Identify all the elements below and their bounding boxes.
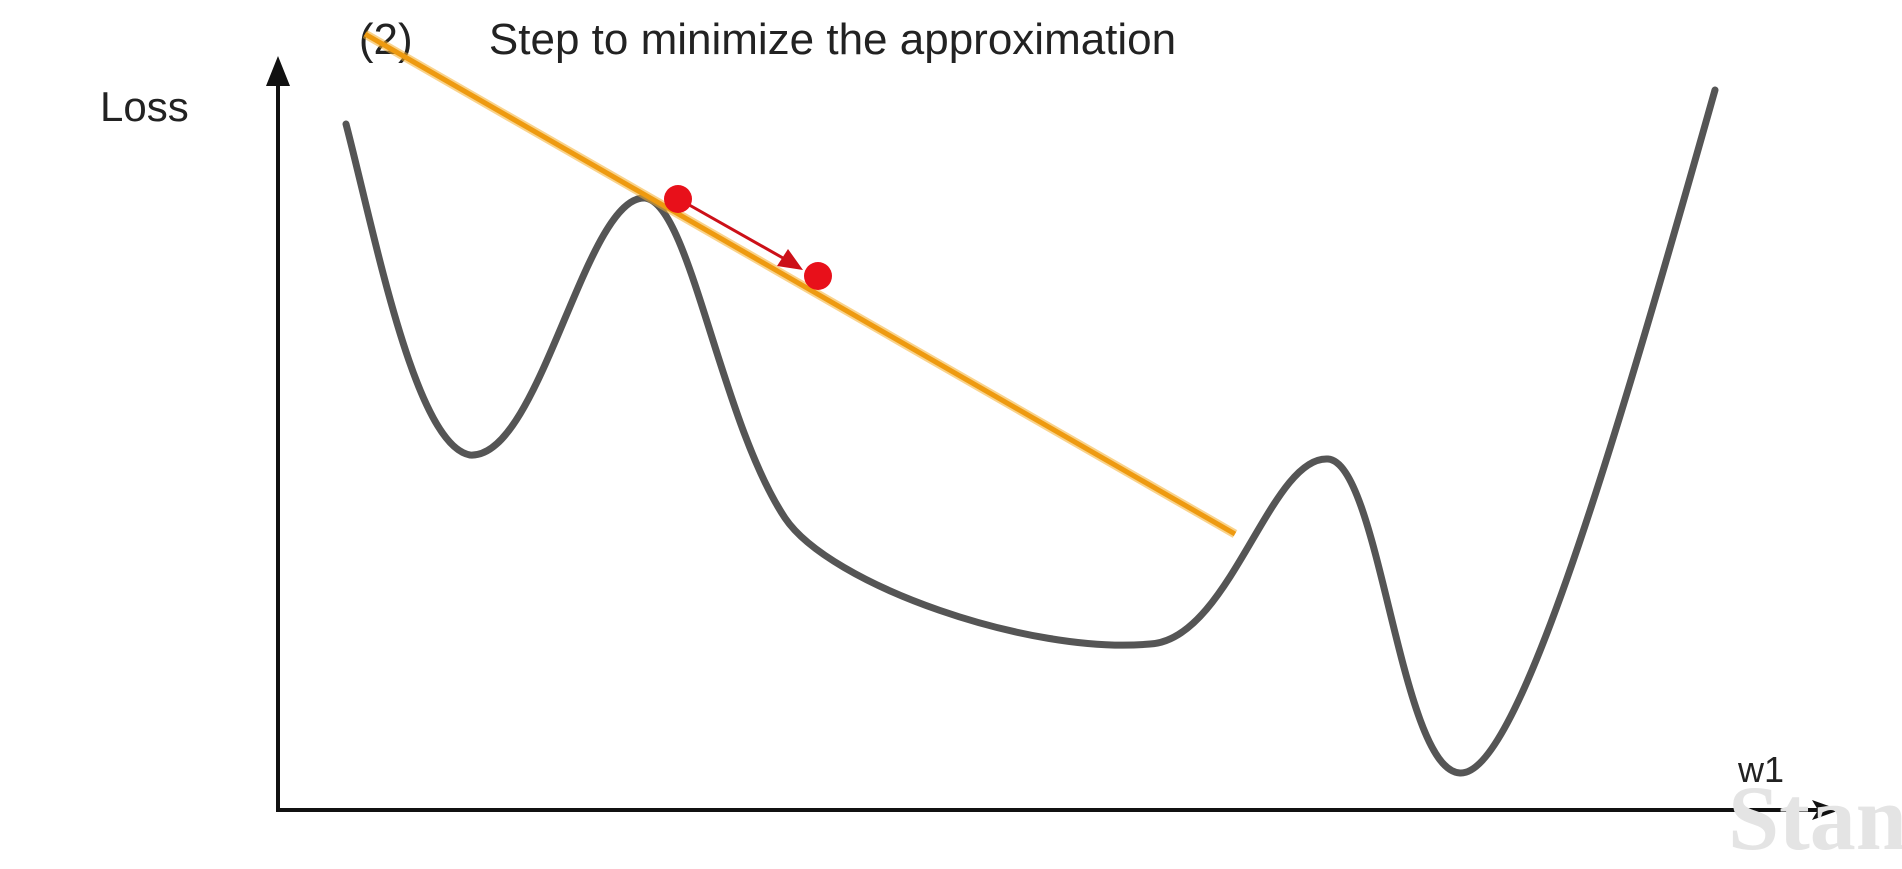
step-arrowhead xyxy=(777,249,803,270)
start-point xyxy=(664,185,692,213)
y-axis-arrowhead xyxy=(266,56,290,86)
loss-curve xyxy=(342,86,1719,777)
x-axis-arrowhead xyxy=(1812,800,1840,820)
x-axis-label: w1 xyxy=(1738,749,1785,790)
watermark-logo: Stan xyxy=(1728,767,1902,869)
step-arrow xyxy=(683,200,791,264)
y-axis-label: Loss xyxy=(100,83,189,130)
step-heading: (2) Step to minimize the approximation xyxy=(310,0,1176,106)
tangent-line-core xyxy=(363,31,1237,537)
step-text: Step to minimize the approximation xyxy=(488,15,1177,64)
end-point xyxy=(804,262,832,290)
